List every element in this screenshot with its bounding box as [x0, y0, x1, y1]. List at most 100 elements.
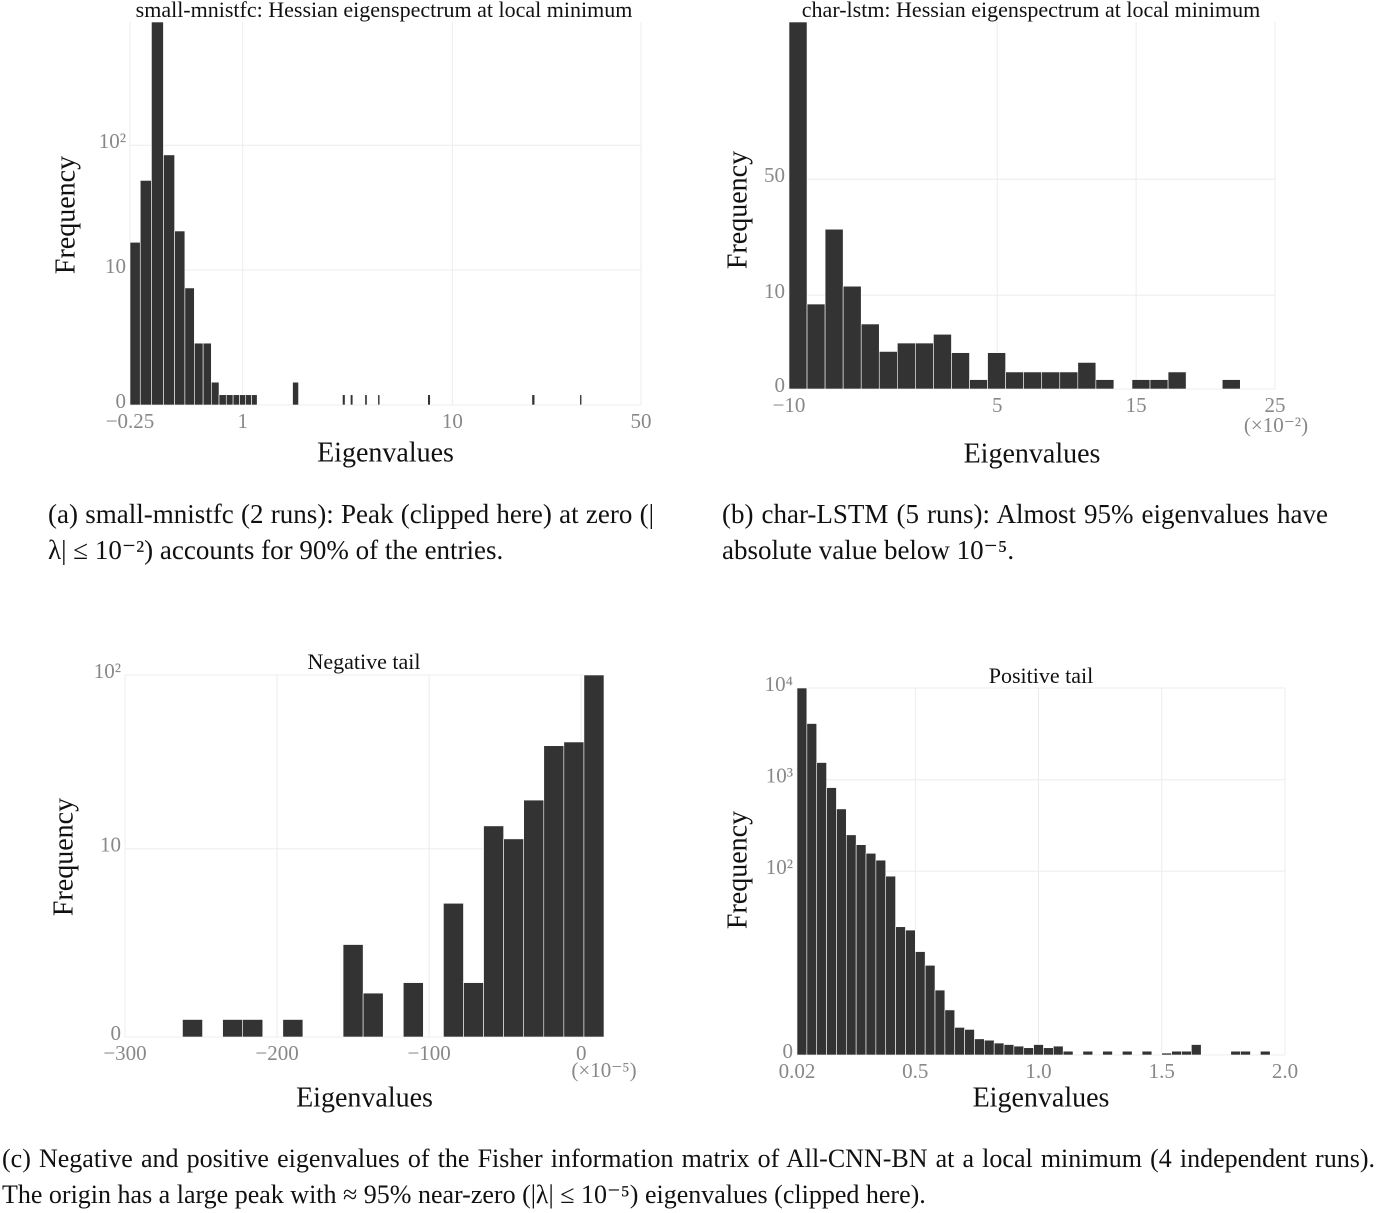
bar	[239, 394, 247, 406]
bar	[463, 982, 484, 1038]
bar	[211, 381, 220, 406]
bar	[934, 989, 946, 1056]
bar	[194, 342, 204, 406]
bar	[1023, 1047, 1034, 1056]
bar	[860, 323, 880, 390]
bar	[225, 394, 234, 406]
caption-a: (a) small-mnistfc (2 runs): Peak (clippe…	[48, 499, 654, 565]
y-tick-label: 10	[764, 279, 785, 303]
bar	[1161, 1052, 1172, 1056]
bar	[915, 951, 926, 1056]
caption-b: (b) char-LSTM (5 runs): Almost 95% eigen…	[722, 499, 1328, 565]
bar	[583, 674, 605, 1038]
bar	[878, 351, 898, 390]
bar	[364, 394, 368, 406]
y-tick-label: 10³	[766, 764, 793, 788]
bar	[964, 1029, 975, 1056]
bar	[1221, 379, 1241, 390]
bar	[503, 838, 525, 1038]
x-axis-label: Eigenvalues	[296, 1082, 433, 1113]
x-tick-label: 50	[631, 409, 652, 433]
y-tick-label: 0	[116, 389, 127, 413]
bar	[1013, 1045, 1025, 1056]
x-axis-label: Eigenvalues	[964, 438, 1101, 469]
bar	[845, 834, 857, 1056]
bar	[1023, 371, 1043, 390]
y-axis-label: Frequency	[722, 151, 753, 269]
x-tick-label: 1.0	[1025, 1059, 1051, 1083]
x-tick-label: 15	[1126, 393, 1147, 417]
bar	[993, 1042, 1005, 1056]
bar	[377, 394, 381, 406]
y-tick-label: 10	[100, 833, 121, 857]
bar	[362, 992, 384, 1038]
bar	[875, 859, 887, 1056]
bar	[1059, 371, 1079, 390]
y-tick-label: 0	[775, 373, 786, 397]
bar	[292, 381, 299, 406]
bar	[543, 745, 565, 1038]
bar	[531, 394, 536, 406]
bar	[1131, 379, 1151, 390]
bar	[924, 964, 936, 1056]
y-tick-label: 10²	[94, 659, 121, 683]
y-axis-label: Frequency	[722, 811, 753, 929]
bar	[1240, 1050, 1251, 1056]
bar	[1171, 1050, 1182, 1056]
bar	[944, 1009, 956, 1056]
y-tick-label: 10⁴	[765, 672, 793, 696]
x-tick-label: 1.5	[1149, 1059, 1175, 1083]
bar	[1062, 1050, 1074, 1056]
bar	[1167, 371, 1187, 390]
x-tick-label: 0.5	[902, 1059, 928, 1083]
bar	[202, 342, 212, 406]
bar	[1122, 1050, 1133, 1056]
bar	[1043, 1047, 1054, 1056]
bar	[1095, 379, 1115, 390]
bar	[1260, 1050, 1271, 1056]
bar	[954, 1027, 965, 1056]
bar	[427, 394, 431, 406]
x-tick-label: −100	[407, 1041, 450, 1065]
x-tick-label: −10	[773, 393, 806, 417]
y-tick-label: 50	[764, 163, 785, 187]
bar	[788, 21, 808, 390]
bar	[1181, 1050, 1192, 1056]
bar	[139, 180, 152, 406]
bar	[129, 241, 141, 406]
bar	[897, 342, 916, 390]
bar	[1149, 379, 1169, 390]
bar	[151, 21, 164, 406]
x-offset-label: (×10⁻²)	[1244, 413, 1308, 437]
bar	[563, 741, 585, 1038]
bar	[251, 394, 258, 406]
x-axis-label: Eigenvalues	[973, 1082, 1110, 1113]
bar	[905, 929, 916, 1056]
caption-c: (c) Negative and positive eigenvalues of…	[2, 1144, 1375, 1209]
x-tick-label: 1	[237, 409, 248, 433]
x-tick-label: −0.25	[106, 409, 155, 433]
bar	[342, 944, 364, 1038]
bar	[218, 394, 227, 406]
x-tick-label: 25	[1265, 393, 1286, 417]
bar	[1082, 1050, 1094, 1056]
x-offset-label: (×10⁻⁵)	[571, 1058, 636, 1082]
bar	[184, 287, 195, 406]
bar	[1005, 371, 1024, 390]
y-tick-label: 10	[105, 254, 126, 278]
bar	[895, 926, 906, 1056]
bar	[1053, 1045, 1064, 1056]
bar	[865, 852, 877, 1056]
x-tick-label: 5	[992, 393, 1003, 417]
bar	[816, 762, 827, 1056]
y-tick-label: 10²	[99, 129, 126, 153]
y-tick-label: 10²	[766, 855, 793, 879]
y-axis-label: Frequency	[50, 156, 81, 274]
bar	[1033, 1044, 1044, 1056]
bar	[1141, 1050, 1153, 1056]
x-tick-label: 10	[442, 409, 463, 433]
bar	[222, 1019, 243, 1038]
bar	[245, 394, 252, 406]
x-tick-label: 2.0	[1272, 1059, 1298, 1083]
